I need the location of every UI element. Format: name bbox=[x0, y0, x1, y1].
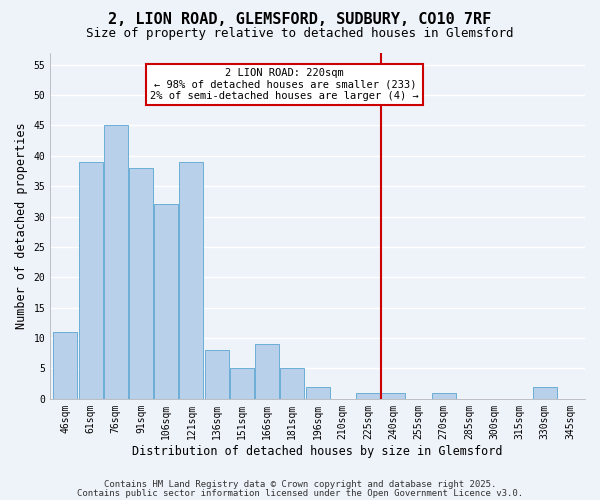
Bar bbox=[533, 386, 557, 399]
Bar bbox=[381, 393, 405, 399]
Bar bbox=[129, 168, 153, 399]
Text: Contains public sector information licensed under the Open Government Licence v3: Contains public sector information licen… bbox=[77, 488, 523, 498]
Bar bbox=[104, 126, 128, 399]
Bar bbox=[179, 162, 203, 399]
Text: Contains HM Land Registry data © Crown copyright and database right 2025.: Contains HM Land Registry data © Crown c… bbox=[104, 480, 496, 489]
Text: 2 LION ROAD: 220sqm
← 98% of detached houses are smaller (233)
2% of semi-detach: 2 LION ROAD: 220sqm ← 98% of detached ho… bbox=[151, 68, 419, 101]
Bar bbox=[53, 332, 77, 399]
Y-axis label: Number of detached properties: Number of detached properties bbox=[15, 122, 28, 329]
Text: Size of property relative to detached houses in Glemsford: Size of property relative to detached ho… bbox=[86, 28, 514, 40]
Bar bbox=[432, 393, 456, 399]
Bar bbox=[79, 162, 103, 399]
Bar bbox=[356, 393, 380, 399]
Bar bbox=[255, 344, 279, 399]
Bar bbox=[230, 368, 254, 399]
Bar bbox=[205, 350, 229, 399]
Bar bbox=[154, 204, 178, 399]
Text: 2, LION ROAD, GLEMSFORD, SUDBURY, CO10 7RF: 2, LION ROAD, GLEMSFORD, SUDBURY, CO10 7… bbox=[109, 12, 491, 28]
X-axis label: Distribution of detached houses by size in Glemsford: Distribution of detached houses by size … bbox=[133, 444, 503, 458]
Bar bbox=[305, 386, 329, 399]
Bar bbox=[280, 368, 304, 399]
